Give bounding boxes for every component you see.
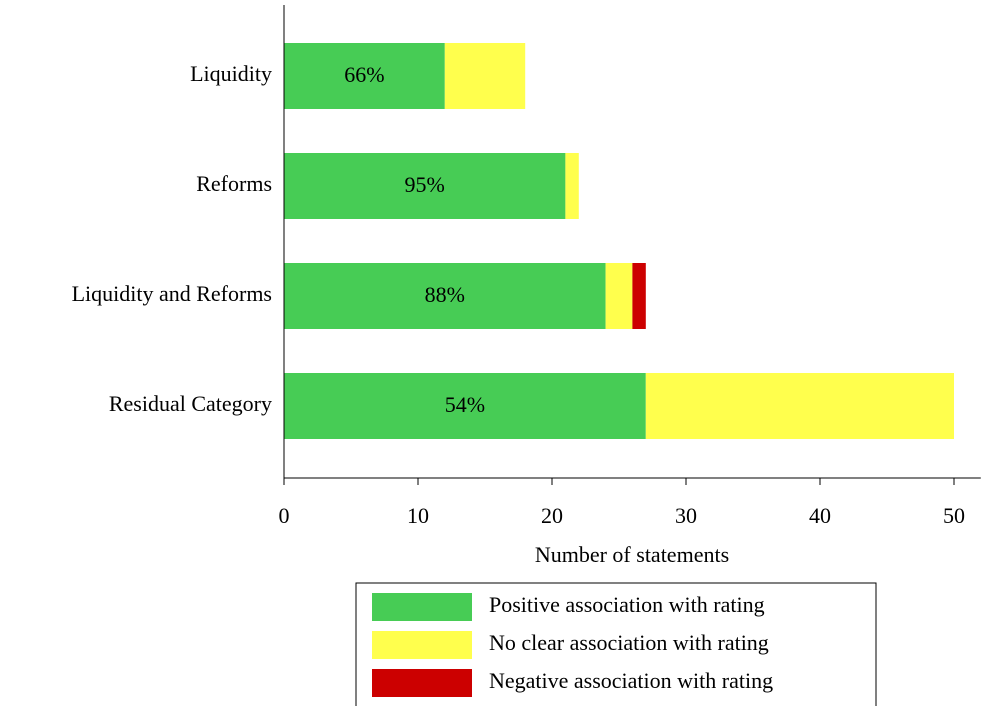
legend-label: Negative association with rating	[489, 668, 773, 693]
bar-segment	[565, 153, 579, 219]
x-tick-label: 10	[407, 503, 429, 528]
y-tick-label: Liquidity	[190, 61, 272, 86]
legend-box	[355, 582, 877, 706]
x-tick-label: 40	[809, 503, 831, 528]
bar-annotation: 95%	[405, 172, 445, 197]
legend-swatch	[372, 669, 472, 697]
bar-segment	[284, 263, 606, 329]
x-tick-label: 50	[943, 503, 965, 528]
y-tick-label: Liquidity and Reforms	[72, 281, 272, 306]
bar-segment	[284, 373, 646, 439]
legend-label: No clear association with rating	[489, 630, 769, 655]
legend-label: Positive association with rating	[489, 592, 765, 617]
bar-segment	[632, 263, 646, 329]
y-tick-label: Residual Category	[109, 391, 272, 416]
bar-segment	[284, 43, 445, 109]
x-axis-label: Number of statements	[535, 542, 729, 567]
x-tick-label: 0	[279, 503, 290, 528]
x-tick-label: 20	[541, 503, 563, 528]
bar-annotation: 54%	[445, 392, 485, 417]
bar-annotation: 66%	[344, 62, 384, 87]
bar-segment	[444, 43, 526, 109]
bar-annotation: 88%	[425, 282, 465, 307]
bar-segment	[284, 153, 566, 219]
legend-swatch	[372, 593, 472, 621]
legend-swatch	[372, 631, 472, 659]
bar-segment	[645, 373, 954, 439]
y-tick-label: Reforms	[196, 171, 272, 196]
x-tick-label: 30	[675, 503, 697, 528]
bar-segment	[605, 263, 633, 329]
